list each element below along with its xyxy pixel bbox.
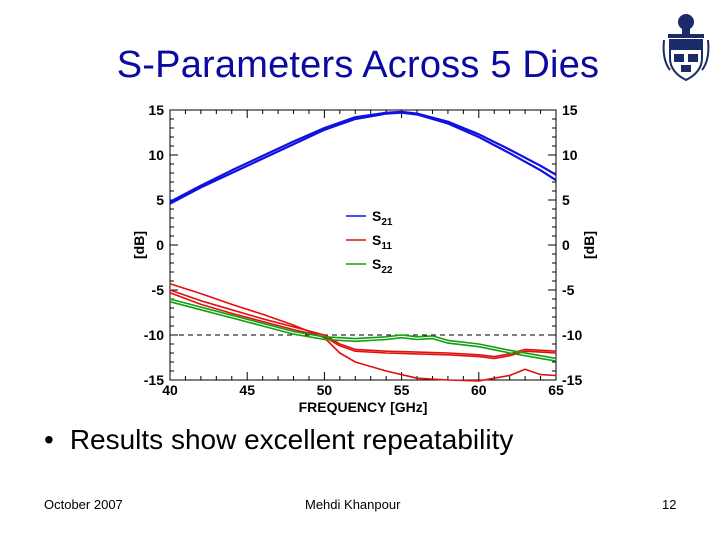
x-axis-label: FREQUENCY [GHz]: [299, 399, 428, 415]
legend-label-s11: S11: [372, 232, 392, 252]
legend-label-s21: S21: [372, 208, 393, 228]
x-tick-label: 65: [548, 382, 564, 398]
y-tick-label: -10: [144, 327, 164, 343]
y-tick-label: 15: [148, 102, 164, 118]
y-tick-label: 0: [156, 237, 164, 253]
legend-label-s22: S22: [372, 256, 393, 276]
x-tick-label: 45: [239, 382, 255, 398]
y-axis-label-right: [dB]: [581, 231, 597, 259]
y-tick-label: -5: [152, 282, 165, 298]
y-tick-label-right: 10: [562, 147, 578, 163]
slide-title: S-Parameters Across 5 Dies: [116, 44, 600, 86]
series-line-s11: [169, 289, 557, 358]
y-tick-label-right: -15: [562, 372, 582, 388]
x-tick-label: 60: [471, 382, 487, 398]
footer-page-number: 12: [662, 497, 677, 512]
y-axis-label: [dB]: [131, 231, 147, 259]
x-tick-label: 55: [394, 382, 410, 398]
bullet-point: • Results show excellent repeatability: [44, 424, 513, 456]
y-tick-label: -15: [144, 372, 164, 388]
bullet-text: Results show excellent repeatability: [69, 424, 514, 455]
x-tick-label: 40: [162, 382, 178, 398]
bullet-icon: •: [44, 424, 54, 455]
series-line-s22: [169, 300, 557, 362]
y-tick-label: 5: [156, 192, 164, 208]
y-tick-label: 10: [148, 147, 164, 163]
plot-frame: [169, 109, 557, 381]
series-line-s11: [169, 282, 557, 382]
university-crest-icon: [662, 14, 710, 82]
footer-date: October 2007: [44, 497, 123, 512]
y-tick-label-right: 0: [562, 237, 570, 253]
series-line-s21: [169, 111, 557, 205]
footer-author: Mehdi Khanpour: [305, 497, 401, 512]
y-tick-label-right: 15: [562, 102, 578, 118]
series-line-s21: [169, 110, 557, 203]
series-line-s22: [169, 298, 557, 360]
y-tick-label-right: -5: [562, 282, 575, 298]
y-tick-label-right: -10: [562, 327, 582, 343]
x-tick-label: 50: [317, 382, 333, 398]
y-tick-label-right: 5: [562, 192, 570, 208]
